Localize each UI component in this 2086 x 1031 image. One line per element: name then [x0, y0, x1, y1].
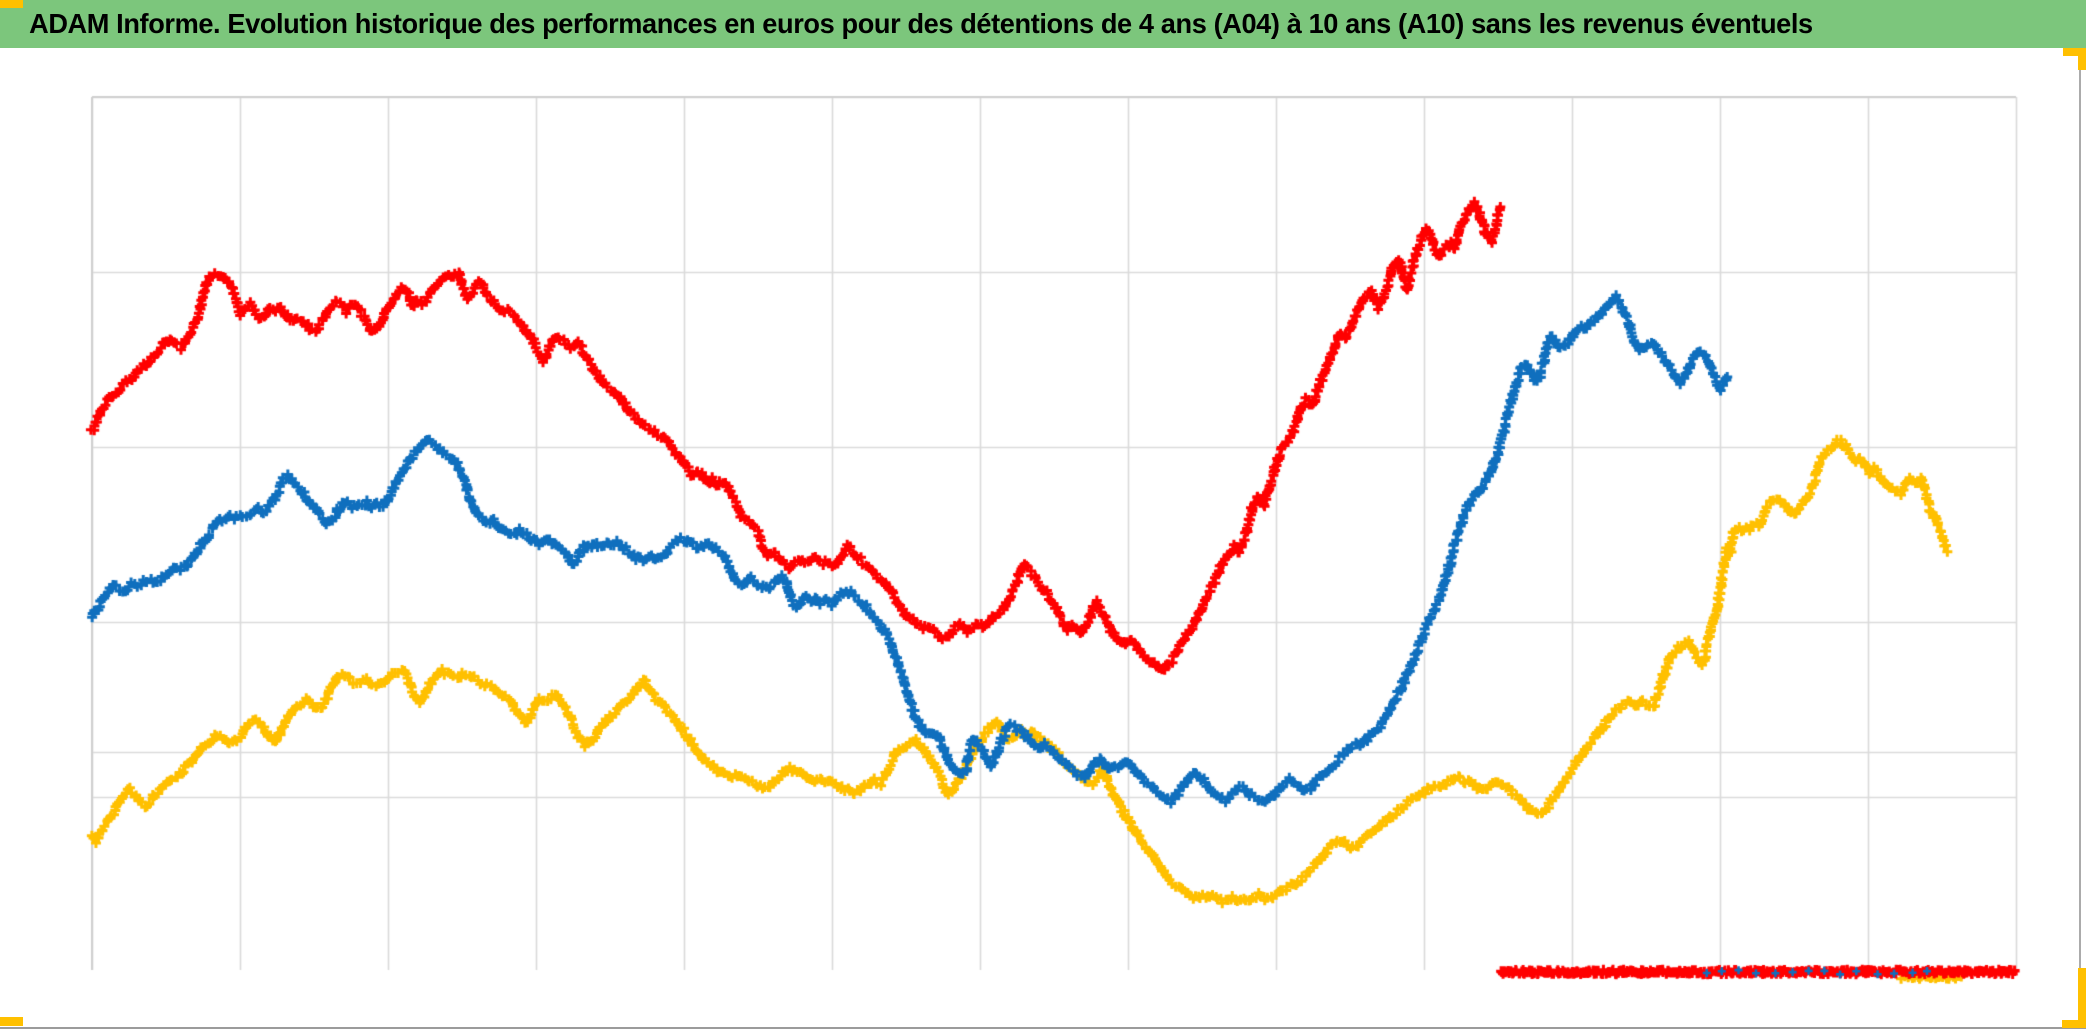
window-edge-right	[2079, 70, 2081, 1028]
corner-mark-top-right-horizontal	[2063, 48, 2086, 56]
chart-title: ADAM Informe. Evolution historique des p…	[29, 8, 1813, 39]
corner-mark-top-right-vertical	[2078, 48, 2086, 70]
corner-mark-top-left	[0, 0, 23, 8]
corner-mark-bottom-left	[0, 1017, 23, 1026]
corner-mark-bottom-right-vertical	[2078, 968, 2086, 1028]
window-edge-bottom	[0, 1027, 2086, 1029]
corner-mark-bottom-right-horizontal	[2062, 1020, 2086, 1028]
title-bar: ADAM Informe. Evolution historique des p…	[0, 0, 2086, 48]
